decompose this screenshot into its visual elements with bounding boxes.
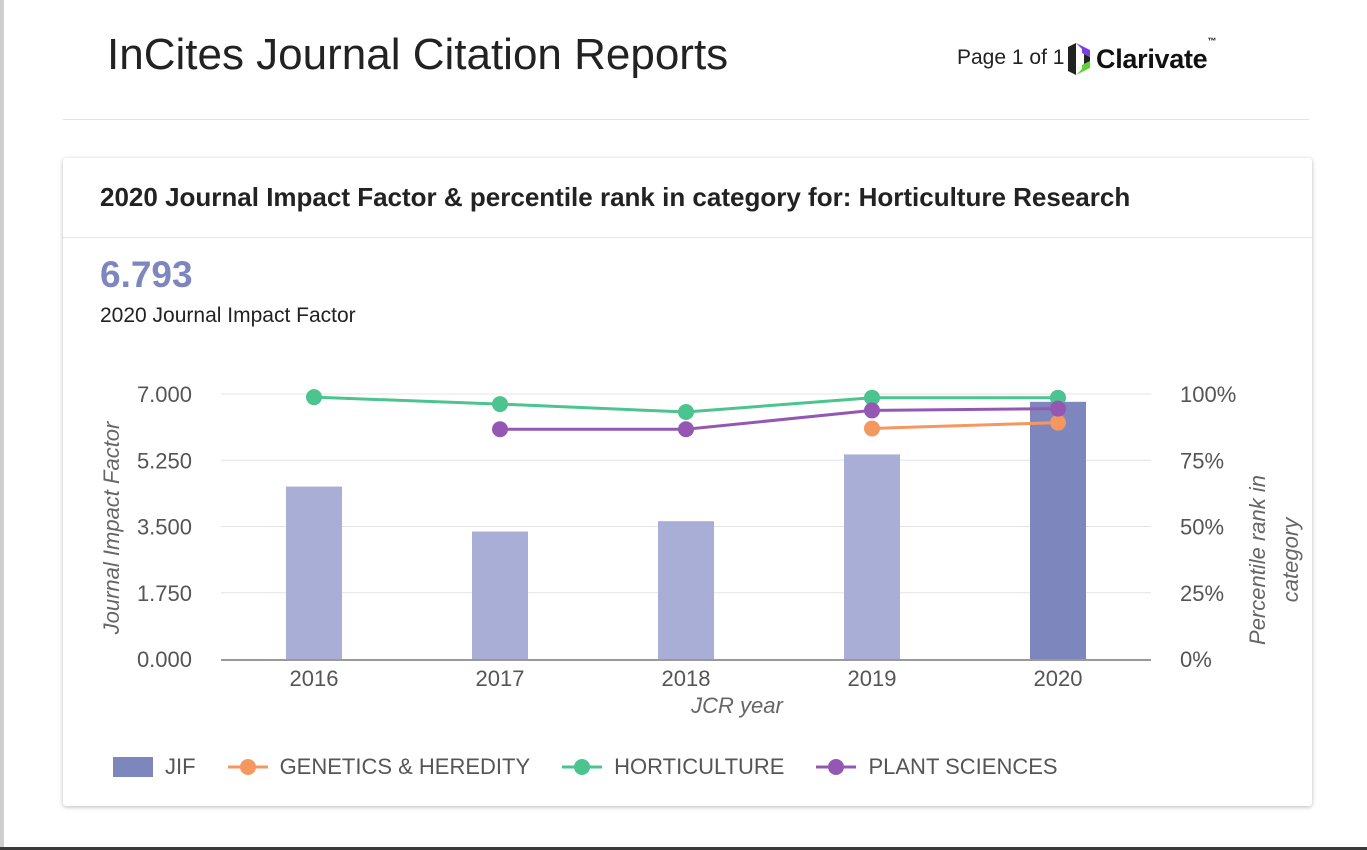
y2-tick-label: 25% <box>1180 581 1224 606</box>
header-divider <box>63 119 1309 120</box>
clarivate-logo: Clarivate™ <box>1062 35 1217 79</box>
x-tick-label: 2018 <box>662 666 711 691</box>
x-tick-label: 2017 <box>476 666 525 691</box>
legend-label: HORTICULTURE <box>614 754 785 779</box>
jif-bar-2017[interactable] <box>472 531 528 659</box>
window-left-edge <box>0 0 4 850</box>
x-tick-label: 2016 <box>290 666 339 691</box>
horticulture-point-2018[interactable] <box>678 404 694 421</box>
legend-swatch <box>113 757 153 777</box>
plant-sciences-point-2017[interactable] <box>492 421 508 438</box>
clarivate-mark-icon <box>1068 43 1090 75</box>
y2-tick-label: 50% <box>1180 515 1224 540</box>
legend-swatch <box>562 759 603 775</box>
y2-tick-label: 100% <box>1180 382 1236 407</box>
page-count: Page 1 of 1 <box>957 46 1065 69</box>
plant-sciences-line <box>500 407 1059 431</box>
legend-item-plant-sciences[interactable]: PLANT SCIENCES <box>816 754 1058 780</box>
y2-tick-label: 75% <box>1180 448 1224 473</box>
legend-item-horticulture[interactable]: HORTICULTURE <box>562 754 784 780</box>
chart-legend: JIF GENETICS & HEREDITY HORTICULTURE PLANT … <box>113 751 1090 783</box>
legend-label: GENETICS & HEREDITY <box>279 754 531 779</box>
genetics-heredity-point-2020[interactable] <box>1050 414 1066 431</box>
horticulture-point-2016[interactable] <box>306 389 322 406</box>
legend-swatch <box>816 759 857 775</box>
plant-sciences-point-2018[interactable] <box>678 421 694 438</box>
plant-sciences-point-2020[interactable] <box>1050 400 1066 417</box>
bars <box>286 401 1086 659</box>
jif-value: 6.793 <box>100 254 193 295</box>
brand-name: Clarivate™ <box>1096 35 1217 74</box>
y-tick-label: 3.500 <box>137 515 192 540</box>
x-axis-label: JCR year <box>690 693 784 718</box>
horticulture-point-2017[interactable] <box>492 396 508 413</box>
y2-axis-label: Percentile rank in category <box>1245 475 1303 645</box>
page-title: InCites Journal Citation Reports <box>107 30 729 79</box>
legend-item-genetics-heredity[interactable]: GENETICS & HEREDITY <box>227 754 531 780</box>
y-tick-label: 0.000 <box>137 647 192 672</box>
x-tick-label: 2020 <box>1034 666 1083 691</box>
jif-bar-2018[interactable] <box>658 521 714 659</box>
y-tick-label: 1.750 <box>137 581 192 606</box>
jif-bar-2020[interactable] <box>1030 401 1086 659</box>
percentile-lines <box>306 389 1066 438</box>
y2-tick-label: 0% <box>1180 647 1212 672</box>
plant-sciences-point-2019[interactable] <box>864 402 880 419</box>
jif-caption: 2020 Journal Impact Factor <box>100 304 356 327</box>
legend-label: PLANT SCIENCES <box>868 754 1058 779</box>
y-tick-label: 5.250 <box>137 448 192 473</box>
horticulture-point-2019[interactable] <box>864 389 880 406</box>
genetics-heredity-line <box>871 421 1059 430</box>
window-bottom-edge <box>0 847 1367 850</box>
y-tick-label: 7.000 <box>137 382 192 407</box>
jif-chart: 0.000 1.750 3.500 5.250 7.000 0% 25% 50% 75% 100%… <box>99 382 1303 718</box>
jif-bar-2019[interactable] <box>844 454 900 659</box>
axes: 0.000 1.750 3.500 5.250 7.000 0% 25% 50% 75% 100%… <box>137 382 1236 691</box>
genetics-heredity-point-2019[interactable] <box>864 420 880 437</box>
jif-bar-2016[interactable] <box>286 486 342 659</box>
card-divider <box>63 237 1312 238</box>
card-title: 2020 Journal Impact Factor & percentile … <box>100 182 1131 212</box>
legend-swatch <box>227 759 268 775</box>
legend-item-jif[interactable]: JIF <box>113 754 196 780</box>
y-axis-label: Journal Impact Factor <box>99 420 124 635</box>
legend-label: JIF <box>165 754 196 779</box>
x-tick-label: 2019 <box>848 666 897 691</box>
jif-card: 2020 Journal Impact Factor & percentile … <box>63 158 1312 806</box>
